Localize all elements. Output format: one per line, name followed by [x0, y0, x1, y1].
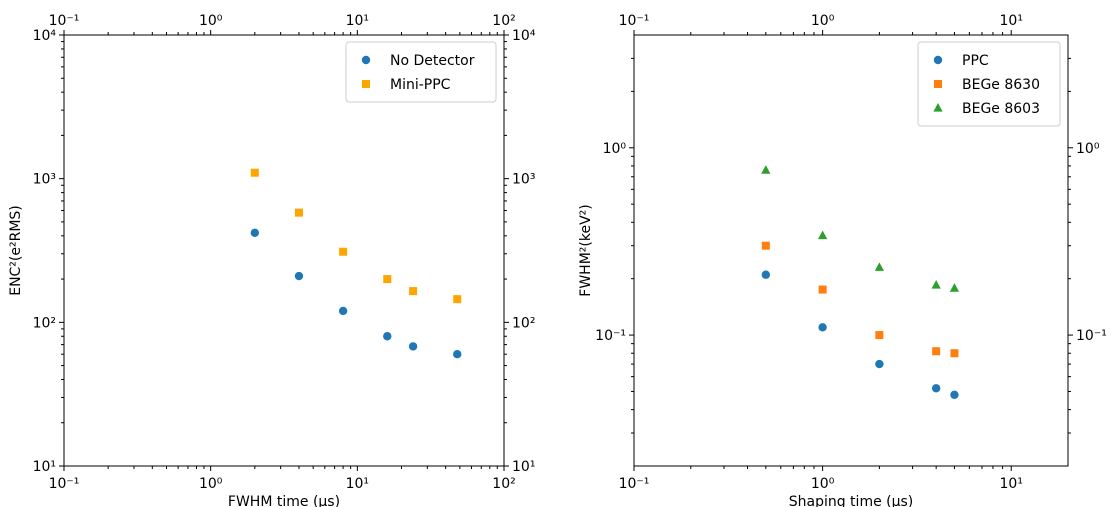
right-y-tick-label: 10⁻¹ — [595, 328, 626, 344]
right-legend-label: BEGe 8630 — [962, 77, 1040, 93]
left-data-point — [408, 342, 418, 351]
right-data-point — [875, 331, 884, 340]
right-x-top-tick-label: 10⁰ — [811, 13, 835, 29]
right-x-axis-label: Shaping time (μs) — [789, 494, 914, 507]
left-data-point — [294, 208, 303, 217]
left-series-1 — [250, 168, 462, 304]
right-y-axis-label: FWHM²(keV²) — [578, 204, 594, 296]
left-data-point — [294, 271, 304, 281]
right-plot-frame — [633, 34, 1069, 467]
right-x-tick-label: 10⁻¹ — [619, 476, 650, 492]
left-y-tick-label: 10¹ — [33, 459, 56, 475]
left-legend-marker — [362, 80, 370, 88]
left-x-top-tick-label: 10¹ — [346, 13, 369, 29]
right-legend-marker — [934, 80, 942, 88]
right-data-point — [761, 270, 771, 279]
right-y-tick-label: 10⁰ — [603, 141, 627, 157]
right-data-point — [818, 285, 827, 294]
left-legend-label: Mini-PPC — [390, 77, 451, 93]
right-y-right-tick-label: 10⁻¹ — [1076, 328, 1107, 344]
left-legend-box — [345, 41, 497, 103]
left-data-point — [250, 228, 260, 237]
right-x-tick-label: 10⁰ — [811, 476, 835, 492]
left-x-axis-label: FWHM time (μs) — [228, 494, 340, 507]
left-data-point — [383, 275, 392, 284]
left-legend-label: No Detector — [390, 53, 475, 69]
right-y-right-tick-label: 10⁰ — [1076, 141, 1100, 157]
left-x-tick-label: 10² — [492, 476, 515, 492]
right-legend-marker — [933, 55, 943, 65]
right-data-point — [931, 384, 941, 393]
right-data-point — [950, 390, 959, 399]
left-y-right-tick-label: 10⁴ — [512, 28, 536, 44]
right-x-tick-label: 10¹ — [1000, 476, 1023, 492]
left-y-right-tick-label: 10¹ — [512, 459, 535, 475]
right-series-1 — [761, 241, 959, 358]
left-series-0 — [250, 228, 462, 359]
right-legend-label: PPC — [962, 53, 989, 69]
left-y-right-tick-label: 10² — [512, 315, 535, 331]
right-x-top-tick-label: 10⁻¹ — [619, 13, 650, 29]
left-data-point — [453, 295, 462, 304]
left-x-tick-label: 10¹ — [346, 476, 369, 492]
left-plot-frame — [63, 34, 505, 467]
left-y-right-tick-label: 10³ — [512, 172, 535, 188]
left-y-tick-label: 10² — [33, 315, 56, 331]
right-data-point — [875, 359, 884, 369]
left-y-axis-label: ENC²(e²RMS) — [8, 205, 24, 296]
left-data-point — [338, 306, 348, 316]
right-data-point — [761, 165, 771, 174]
right-data-point — [932, 347, 941, 356]
right-data-point — [950, 349, 959, 358]
left-data-point — [339, 247, 348, 256]
left-data-point — [383, 332, 392, 341]
left-legend-marker — [361, 55, 371, 65]
right-data-point — [931, 280, 941, 289]
right-legend-label: BEGe 8603 — [962, 101, 1040, 117]
right-x-top-tick-label: 10¹ — [1000, 13, 1023, 29]
left-x-tick-label: 10⁻¹ — [49, 476, 80, 492]
left-data-point — [409, 287, 418, 296]
left-x-top-tick-label: 10² — [492, 13, 515, 29]
right-data-point — [818, 230, 828, 240]
left-y-tick-label: 10³ — [33, 172, 56, 188]
right-data-point — [761, 241, 770, 250]
right-data-point — [874, 262, 884, 271]
right-data-point — [818, 323, 827, 332]
left-x-top-tick-label: 10⁻¹ — [49, 13, 80, 29]
left-x-tick-label: 10⁰ — [199, 476, 223, 492]
right-chart-panel: 10⁻¹ 10⁻¹ 10⁰ 10⁰ 10¹ 10¹ 10⁻¹ 10⁻¹ 10⁰ 10⁰ Shapin… — [578, 13, 1107, 507]
right-legend-marker — [933, 103, 943, 112]
left-data-point — [453, 350, 462, 359]
left-data-point — [250, 168, 259, 177]
right-series-2 — [761, 165, 960, 292]
left-x-top-tick-label: 10⁰ — [199, 13, 223, 29]
right-legend-box — [917, 41, 1061, 127]
right-data-point — [949, 283, 960, 292]
right-series-0 — [761, 270, 959, 399]
left-y-tick-label: 10⁴ — [33, 28, 57, 44]
